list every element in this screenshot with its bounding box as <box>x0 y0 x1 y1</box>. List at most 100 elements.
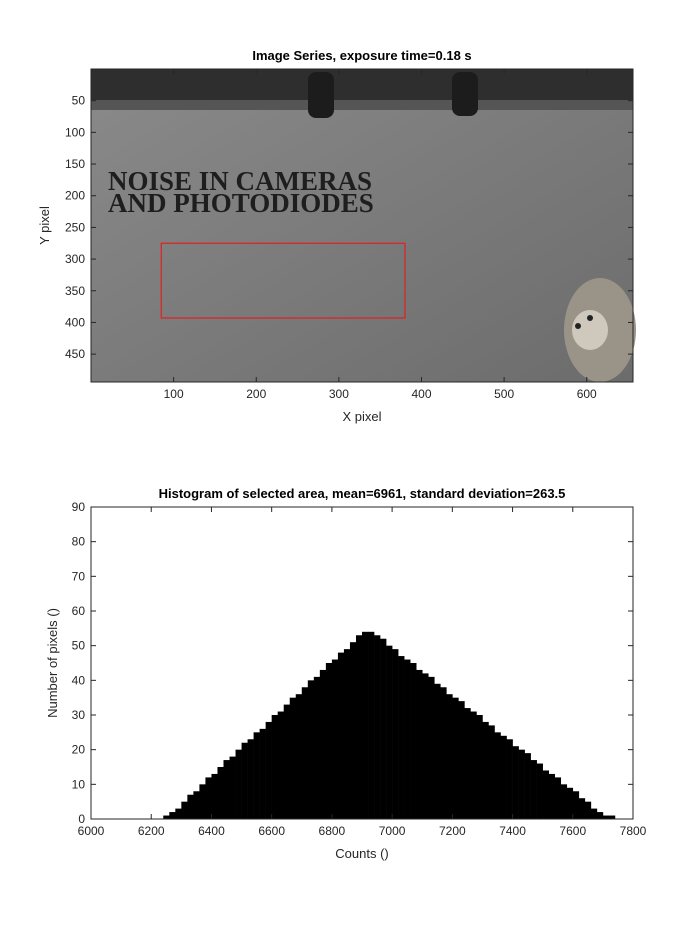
x-tick-label: 100 <box>164 387 184 401</box>
photo-shelf <box>91 100 633 110</box>
histogram-bar <box>434 683 441 819</box>
histogram-bar <box>572 791 580 819</box>
axes-box <box>90 68 634 383</box>
x-tick-label: 500 <box>494 387 514 401</box>
histogram-bar <box>404 659 411 819</box>
histogram-bar <box>223 760 230 819</box>
histogram-bar <box>289 697 297 819</box>
y-tick-label: 50 <box>72 94 86 108</box>
histogram-bar <box>217 767 224 819</box>
histogram-bar <box>584 801 592 819</box>
histogram-bar <box>229 756 236 819</box>
y-tick-label: 300 <box>65 252 85 266</box>
histogram-bar <box>193 791 200 819</box>
histogram-bar <box>458 701 465 819</box>
histogram-bar <box>608 815 616 819</box>
photo-text: NOISE IN CAMERAS <box>108 166 372 196</box>
x-tick-label: 7800 <box>620 824 647 838</box>
histogram-bar <box>428 676 435 819</box>
histogram-bar <box>211 773 218 819</box>
selection-box <box>160 242 406 319</box>
x-tick-label: 400 <box>411 387 431 401</box>
histogram-bar <box>277 711 285 819</box>
histogram-bar <box>295 694 303 819</box>
photo-top-band <box>91 69 633 105</box>
y-tick-label: 40 <box>72 673 86 687</box>
x-axis-label: Counts () <box>335 846 388 861</box>
histogram-bar <box>566 787 574 819</box>
histogram-bar <box>578 798 586 819</box>
histogram-bar <box>398 656 405 819</box>
histogram-bar <box>602 815 610 819</box>
x-tick-label: 7200 <box>439 824 466 838</box>
histogram-bar <box>313 676 321 819</box>
y-axis-label: Y pixel <box>37 206 52 245</box>
histogram-bar <box>476 715 483 819</box>
histogram-bar <box>506 739 513 819</box>
x-tick-label: 7600 <box>559 824 586 838</box>
histogram-bar <box>362 631 369 819</box>
x-tick-label: 6000 <box>78 824 105 838</box>
histogram-bar <box>440 687 447 819</box>
y-tick-label: 90 <box>72 500 86 514</box>
photo-bottle <box>452 72 478 116</box>
histogram-bar <box>259 728 266 819</box>
histogram-bar <box>343 649 351 819</box>
histogram-bar <box>530 760 537 819</box>
histogram-bar <box>422 673 429 819</box>
histogram-bar <box>187 794 194 819</box>
histogram-bar <box>235 749 242 819</box>
x-tick-label: 7400 <box>499 824 526 838</box>
histogram-bar <box>494 732 501 819</box>
y-tick-label: 50 <box>72 639 86 653</box>
histogram-bar <box>482 721 489 819</box>
x-tick-label: 6400 <box>198 824 225 838</box>
photo: NOISE IN CAMERAS AND PHOTODIODES <box>91 69 636 382</box>
photo-bottle <box>308 72 334 118</box>
y-tick-label: 0 <box>78 812 85 826</box>
histogram-bar <box>337 652 345 819</box>
x-tick-label: 7000 <box>379 824 406 838</box>
histogram-bar <box>368 631 375 819</box>
y-tick-label: 400 <box>65 315 85 329</box>
x-axis-label: X pixel <box>342 409 381 424</box>
histogram-bar <box>271 715 278 819</box>
x-tick-label: 200 <box>246 387 266 401</box>
x-tick-label: 300 <box>329 387 349 401</box>
histogram-bar <box>596 812 604 819</box>
histogram-bar <box>560 784 568 819</box>
photo-background <box>91 69 633 382</box>
histogram-bar <box>500 735 507 819</box>
y-tick-label: 20 <box>72 743 86 757</box>
y-tick-label: 70 <box>72 569 86 583</box>
histogram-bar <box>355 635 363 819</box>
histogram-bar <box>548 773 556 819</box>
x-tick-label: 600 <box>577 387 597 401</box>
histogram-bar <box>199 784 206 819</box>
histogram-bar <box>488 725 495 819</box>
histogram-bar <box>536 763 543 819</box>
histogram-bar <box>247 739 254 819</box>
histogram-bar <box>283 704 291 819</box>
histogram-bar <box>518 749 525 819</box>
y-tick-label: 10 <box>72 777 86 791</box>
histogram-bar <box>524 753 531 819</box>
chart-title: Image Series, exposure time=0.18 s <box>252 48 471 63</box>
histogram-bar <box>446 694 453 819</box>
histogram-bar <box>169 812 176 819</box>
histogram-bar <box>590 808 598 819</box>
histogram-bar <box>542 770 549 819</box>
histogram-bar <box>470 711 477 819</box>
histogram-bar <box>392 649 399 819</box>
histogram-bar <box>554 777 562 819</box>
chart-title: Histogram of selected area, mean=6961, s… <box>159 486 566 501</box>
histogram-bar <box>253 732 260 819</box>
histogram-bar <box>319 669 327 819</box>
histogram-bar <box>331 659 339 819</box>
histogram-bar <box>307 680 315 819</box>
histogram-bar <box>452 697 459 819</box>
x-tick-label: 6600 <box>258 824 285 838</box>
y-tick-label: 450 <box>65 347 85 361</box>
histogram-bar <box>325 663 333 819</box>
